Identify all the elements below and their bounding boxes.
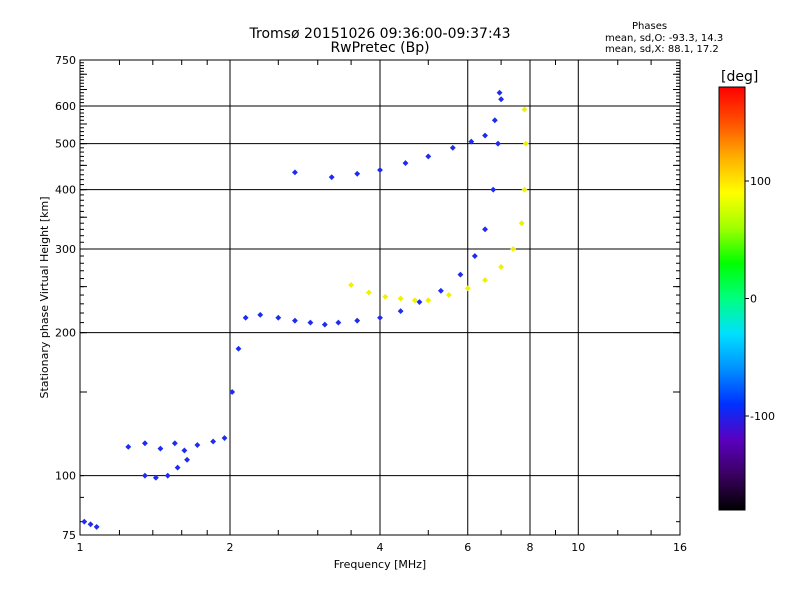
data-point-x	[425, 297, 432, 304]
stats-o-mode: mean, sd,O: -93.3, 14.3	[605, 33, 724, 44]
data-point-o	[210, 438, 217, 445]
data-point-x	[348, 282, 355, 288]
data-point-x	[397, 295, 404, 302]
stats-x-mode: mean, sd,X: 88.1, 17.2	[605, 44, 719, 55]
data-point-x	[445, 292, 452, 298]
data-point-o	[377, 167, 383, 173]
data-point-o	[292, 317, 298, 324]
y-tick-label: 75	[62, 529, 76, 542]
data-point-o	[449, 144, 456, 151]
data-point-o	[482, 226, 488, 233]
data-point-o	[184, 456, 190, 463]
data-point-o	[152, 474, 159, 481]
data-point-x	[498, 264, 505, 270]
x-tick-label: 10	[571, 541, 585, 554]
data-point-o	[321, 321, 328, 328]
data-point-o	[498, 96, 505, 103]
chart-title: Tromsø 20151026 09:36:00-09:37:43	[249, 26, 511, 42]
data-point-o	[257, 311, 264, 318]
y-tick-label: 200	[55, 327, 76, 340]
data-point-x	[411, 297, 418, 304]
plot-frame	[79, 59, 681, 536]
data-point-x	[521, 186, 528, 193]
stats-heading: Phases	[632, 21, 668, 32]
y-tick-label: 100	[55, 470, 76, 483]
data-point-o	[242, 314, 249, 321]
data-point-o	[482, 132, 488, 139]
data-point-x	[365, 289, 372, 296]
data-point-o	[377, 314, 383, 321]
data-point-o	[471, 253, 478, 259]
data-point-x	[482, 277, 488, 284]
x-tick-label: 4	[377, 541, 384, 554]
colorbar-tick-label: -100	[750, 410, 775, 423]
data-point-o	[335, 319, 342, 326]
colorbar-label: [deg]	[721, 69, 759, 85]
data-point-o	[171, 440, 178, 447]
data-point-o	[125, 443, 132, 450]
data-point-o	[496, 89, 503, 96]
data-point-x	[518, 220, 525, 227]
x-tick-label: 16	[673, 541, 687, 554]
data-point-o	[468, 138, 475, 145]
data-point-o	[397, 308, 404, 315]
data-point-o	[457, 271, 464, 278]
colorbar-tick-label: 0	[750, 293, 757, 306]
data-point-o	[221, 435, 228, 441]
data-point-o	[157, 445, 164, 452]
data-point-o	[164, 472, 171, 479]
data-point-x	[382, 293, 389, 300]
y-tick-label: 300	[55, 243, 76, 256]
data-point-o	[275, 314, 282, 321]
data-point-o	[181, 447, 188, 454]
data-point-o	[194, 442, 201, 448]
data-point-x	[521, 106, 528, 113]
y-tick-label: 600	[55, 100, 76, 113]
chart-subtitle: RwPretec (Bp)	[330, 40, 430, 56]
y-tick-label: 750	[55, 54, 76, 67]
y-tick-label: 500	[55, 138, 76, 151]
x-tick-label: 1	[77, 541, 84, 554]
data-point-o	[495, 140, 501, 147]
data-point-o	[354, 170, 361, 177]
data-point-o	[81, 518, 88, 525]
data-point-o	[142, 440, 148, 447]
data-point-o	[229, 389, 236, 395]
data-point-o	[490, 186, 497, 193]
data-point-o	[307, 319, 314, 326]
data-point-o	[416, 299, 423, 305]
data-point-o	[491, 117, 498, 124]
x-axis-label: Frequency [MHz]	[334, 558, 426, 571]
data-point-o	[235, 345, 242, 352]
data-point-x	[510, 246, 517, 252]
data-point-o	[93, 523, 100, 530]
x-tick-label: 6	[464, 541, 471, 554]
y-axis-label: Stationary phase Virtual Height [km]	[38, 196, 51, 398]
data-point-o	[437, 287, 444, 294]
data-point-o	[425, 153, 432, 160]
data-point-o	[354, 317, 361, 324]
x-tick-label: 8	[527, 541, 534, 554]
data-point-o	[87, 521, 94, 528]
colorbar-tick-label: 100	[750, 175, 771, 188]
data-point-o	[328, 174, 335, 181]
data-point-x	[464, 285, 471, 292]
colorbar	[718, 86, 746, 511]
data-point-o	[174, 464, 181, 471]
y-tick-label: 400	[55, 184, 76, 197]
data-point-x	[522, 140, 529, 147]
x-tick-label: 2	[227, 541, 234, 554]
data-point-o	[292, 169, 298, 176]
data-point-o	[142, 472, 148, 479]
data-point-o	[402, 160, 409, 167]
